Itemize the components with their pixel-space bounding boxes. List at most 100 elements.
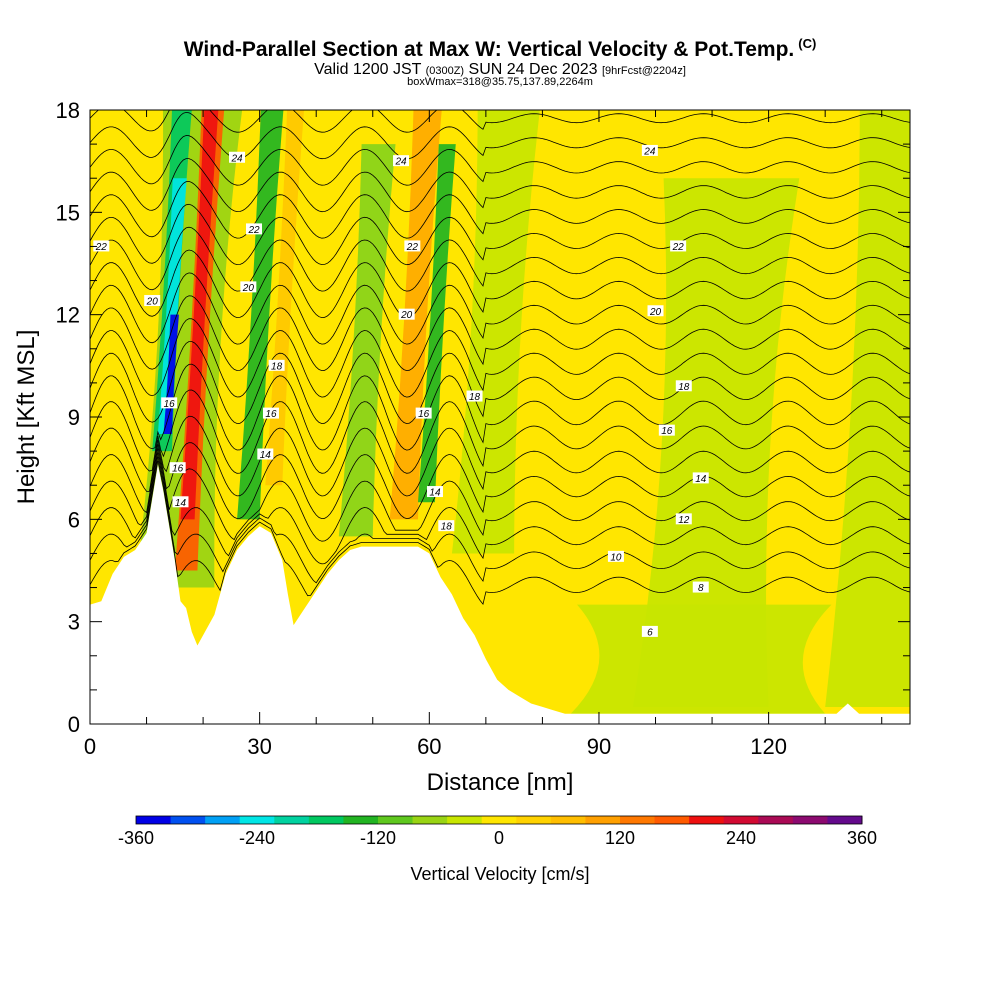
x-tick-label: 60: [417, 734, 441, 759]
colorbar-tick-label: 120: [605, 828, 635, 848]
contour-label: 18: [466, 390, 483, 403]
theta-contour-line: [90, 460, 910, 605]
theta-contour-line: [90, 456, 910, 584]
contour-label-bg: [144, 295, 161, 307]
colorbar-frame: [135, 815, 863, 825]
chart-title: Wind-Parallel Section at Max W: Vertical…: [0, 36, 1000, 62]
contour-label-text: 8: [698, 583, 704, 594]
contour-label-text: 20: [146, 297, 159, 308]
theta-contour-line: [90, 111, 910, 160]
colorbar-tick-label: 360: [847, 828, 877, 848]
contour-label-text: 20: [649, 307, 662, 318]
title-text: Wind-Parallel Section at Max W: Vertical…: [183, 38, 795, 61]
contour-label: 16: [415, 407, 432, 420]
theta-contour-line: [90, 448, 910, 542]
theta-contour-line: [90, 415, 910, 497]
contour-label-text: 14: [695, 474, 707, 485]
contour-label-bg: [466, 390, 483, 402]
velocity-band: [451, 110, 540, 554]
velocity-band: [570, 604, 832, 714]
colorbar-swatch: [447, 816, 483, 824]
contour-label: 20: [240, 281, 257, 294]
contour-label-text: 16: [418, 409, 430, 420]
contour-label: 14: [172, 496, 189, 509]
contour-label-text: 6: [647, 627, 653, 638]
theta-contour-line: [90, 363, 910, 451]
colorbar-swatch: [481, 816, 517, 824]
contour-label-text: 24: [230, 153, 243, 164]
colorbar-swatch: [723, 816, 759, 824]
theta-contour-line: [90, 43, 910, 79]
contour-label-text: 10: [610, 552, 622, 563]
contour-label-bg: [641, 625, 658, 637]
contour-label-text: 16: [661, 426, 673, 437]
contour-label: 22: [93, 240, 110, 253]
velocity-band: [338, 144, 396, 537]
x-tick-label: 30: [247, 734, 271, 759]
colorbar-tick-label: -120: [360, 828, 396, 848]
y-tick-label: 12: [56, 303, 80, 328]
contour-label: 24: [229, 151, 246, 164]
velocity-band: [157, 178, 187, 435]
theta-contour-line: [90, 226, 910, 292]
contour-label-text: 16: [172, 464, 184, 475]
contour-label-text: 24: [394, 157, 407, 168]
theta-contour-line: [90, 318, 910, 398]
contour-label-text: 22: [672, 242, 685, 253]
x-axis-label: Distance [nm]: [427, 769, 574, 796]
colorbar-swatch: [827, 816, 863, 824]
valid-time-a: Valid 1200 JST: [314, 61, 426, 78]
contour-label-bg: [607, 550, 624, 562]
colorbar-tick-label: 240: [726, 828, 756, 848]
contour-label-text: 22: [247, 225, 260, 236]
colorbar-swatch: [239, 816, 275, 824]
theta-contours: [90, 20, 910, 605]
colorbar-tick-label: -240: [239, 828, 275, 848]
velocity-band: [265, 110, 305, 486]
theta-contour-line: [90, 158, 910, 213]
contour-label-bg: [169, 462, 186, 474]
theta-contour-line: [90, 180, 910, 239]
contour-label-bg: [262, 407, 279, 419]
colorbar-swatch: [550, 816, 586, 824]
box-info: boxWmax=318@35.75,137.89,2264m: [407, 76, 593, 88]
contour-label-text: 24: [643, 146, 656, 157]
contour-label-bg: [692, 472, 709, 484]
contour-label-text: 18: [441, 522, 453, 533]
theta-contour-line: [90, 249, 910, 319]
x-tick-label: 0: [84, 734, 96, 759]
contour-label-text: 18: [678, 382, 690, 393]
valid-time-line: Valid 1200 JST (0300Z) SUN 24 Dec 2023 […: [0, 61, 1000, 79]
theta-contour-line: [90, 272, 910, 345]
x-tick-label: 120: [750, 734, 787, 759]
contour-label: 24: [393, 155, 410, 168]
theta-contour-line: [90, 66, 910, 106]
y-tick-label: 15: [56, 200, 80, 225]
contour-labels: 24 24 24 22 22 22 22 20 20 20 20 18 18 18 18 16 16 16 16 16…: [93, 144, 709, 638]
colorbar-swatch: [274, 816, 310, 824]
contour-label-bg: [692, 581, 709, 593]
contour-label-text: 20: [400, 310, 413, 321]
y-axis-label: Height [Kft MSL]: [13, 330, 40, 505]
contour-label-bg: [398, 308, 415, 320]
contour-label-bg: [240, 281, 257, 293]
colorbar-label: Vertical Velocity [cm/s]: [410, 864, 589, 884]
contour-label: 20: [144, 295, 161, 308]
contour-label-bg: [404, 240, 421, 252]
y-tick-label: 6: [68, 507, 80, 532]
theta-contour-line: [90, 203, 910, 266]
contour-label-text: 16: [164, 399, 176, 410]
contour-label: 14: [692, 472, 709, 485]
contour-label: 12: [675, 513, 692, 526]
contour-label: 18: [438, 520, 455, 533]
colorbar-swatch: [170, 816, 206, 824]
contour-label: 22: [246, 223, 262, 236]
colorbar-tick-label: -360: [118, 828, 154, 848]
contour-label: 16: [658, 424, 675, 437]
colorbar-swatch: [792, 816, 828, 824]
contour-label-bg: [641, 144, 658, 156]
theta-contour-line: [90, 20, 910, 53]
theta-contour-line: [90, 341, 910, 425]
contour-label-bg: [229, 151, 246, 163]
